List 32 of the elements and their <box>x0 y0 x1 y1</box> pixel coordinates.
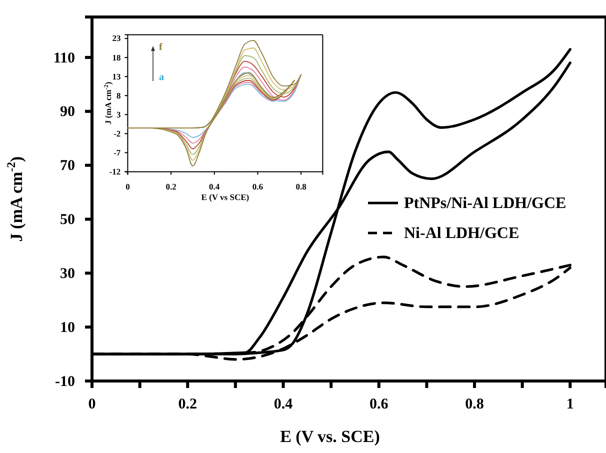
x-tick-label: 0.4 <box>274 396 294 413</box>
y-tick-label: 8 <box>116 90 121 100</box>
y-tick-label: 18 <box>112 52 121 62</box>
y-tick-label: 30 <box>60 266 75 282</box>
y-tick-label: 3 <box>116 109 121 120</box>
annotation: a <box>159 72 164 83</box>
y-tick-label: -7 <box>114 147 122 158</box>
y-tick-label: 90 <box>60 104 75 120</box>
y-tick-label: 70 <box>60 158 75 174</box>
y-tick-label: -12 <box>109 166 121 176</box>
x-tick-label: 0.6 <box>252 182 264 192</box>
y-tick-label: 10 <box>60 320 75 336</box>
y-tick-label: 110 <box>53 50 75 66</box>
x-tick-label: 0.6 <box>370 396 389 413</box>
x-tick-label: 0 <box>88 396 96 413</box>
x-tick-label: 0.8 <box>465 396 484 413</box>
x-axis-title: E (V vs. SCE) <box>280 427 380 446</box>
x-tick-label: 0.2 <box>178 396 198 413</box>
x-tick-label: 1 <box>566 396 574 413</box>
x-axis-title: E (V vs SCE) <box>201 192 250 202</box>
legend-label: Ni-Al LDH/GCE <box>404 225 520 242</box>
annotation: f <box>159 42 163 53</box>
y-tick-label: -10 <box>55 374 75 390</box>
x-tick-label: 0.4 <box>209 182 220 192</box>
y-tick-label: 50 <box>60 212 75 228</box>
x-tick-label: 0.8 <box>296 182 306 192</box>
x-tick-label: 0 <box>126 182 130 192</box>
legend-label: PtNPs/Ni-Al LDH/GCE <box>404 195 566 212</box>
x-tick-label: 0.2 <box>166 182 176 192</box>
y-tick-label: 13 <box>112 71 121 82</box>
y-tick-label: 23 <box>112 33 121 44</box>
y-tick-label: -2 <box>114 128 121 138</box>
